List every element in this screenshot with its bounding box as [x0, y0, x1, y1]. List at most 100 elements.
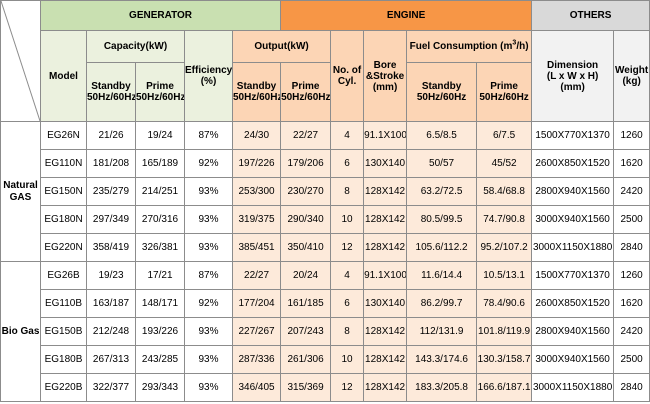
fuel-standby-cell: 86.2/99.7 — [406, 289, 478, 318]
standby-label: Standby — [236, 81, 277, 92]
fuel-standby-cell: 183.3/205.8 — [406, 373, 478, 402]
efficiency-header: Efficiency (%) — [184, 30, 233, 122]
prime-label: Prime — [291, 81, 320, 92]
weight-cell: 2840 — [613, 233, 650, 262]
efficiency-cell: 93% — [184, 345, 233, 374]
bore-header-line2: &Stroke — [365, 70, 405, 82]
weight-header-line2: (kg) — [622, 76, 641, 87]
efficiency-header-line1: Efficiency — [185, 65, 233, 76]
hz-label: 50Hz/60Hz — [416, 92, 467, 103]
capacity-standby-cell: 267/313 — [86, 345, 136, 374]
cylinders-header-line2: Cyl. — [337, 76, 357, 87]
output-prime-cell: 207/243 — [280, 317, 332, 346]
capacity-standby-cell: 181/208 — [86, 149, 136, 178]
generator-header: GENERATOR — [39, 0, 282, 31]
output-prime-cell: 315/369 — [280, 373, 332, 402]
hz-label: 50Hz/60Hz — [233, 92, 281, 103]
cylinders-cell: 6 — [330, 289, 365, 318]
fuel-prime-header: Prime 50Hz/60Hz — [476, 62, 533, 122]
table-row: EG180N 297/349 270/316 93% 319/375 290/3… — [1, 205, 650, 234]
model-cell: EG220N — [40, 233, 87, 262]
capacity-prime-cell: 243/285 — [135, 345, 185, 374]
prime-label: Prime — [490, 81, 518, 92]
capacity-prime-cell: 193/226 — [135, 317, 185, 346]
fuel-header-suffix: /h) — [516, 41, 529, 52]
bore-stroke-cell: 128X142 — [363, 345, 408, 374]
efficiency-cell: 87% — [184, 121, 233, 150]
others-header: OTHERS — [531, 0, 650, 31]
bore-stroke-header: Bore &Stroke (mm) — [363, 30, 408, 122]
engine-header: ENGINE — [280, 0, 533, 31]
capacity-prime-cell: 19/24 — [135, 121, 185, 150]
dimension-cell: 2800X940X1560 — [531, 177, 615, 206]
output-standby-cell: 287/336 — [231, 345, 282, 374]
model-cell: EG180N — [40, 205, 87, 234]
group-label-bio-gas: Bio Gas — [0, 261, 41, 402]
efficiency-cell: 93% — [184, 317, 233, 346]
capacity-prime-cell: 326/381 — [135, 233, 185, 262]
dimension-header-line2: (L x W x H) — [546, 70, 599, 82]
diagonal-line-icon — [1, 1, 40, 121]
cylinders-header: No. of Cyl. — [330, 30, 365, 122]
capacity-standby-cell: 21/26 — [86, 121, 136, 150]
output-standby-header: Standby 50Hz/60Hz — [231, 62, 282, 122]
efficiency-cell: 93% — [184, 177, 233, 206]
table-row: Bio Gas EG26B 19/23 17/21 87% 22/27 20/2… — [0, 261, 650, 402]
table-row: EG110N 181/208 165/189 92% 197/226 179/2… — [1, 149, 650, 178]
dimension-cell: 3000X940X1560 — [531, 345, 615, 374]
capacity-prime-cell: 270/316 — [135, 205, 185, 234]
weight-cell: 1260 — [613, 121, 650, 150]
weight-cell: 1620 — [613, 149, 650, 178]
dimension-cell: 1500X770X1370 — [531, 121, 615, 150]
weight-header-line1: Weight — [615, 65, 649, 76]
weight-cell: 2420 — [613, 177, 650, 206]
output-prime-cell: 350/410 — [280, 233, 332, 262]
cylinders-cell: 6 — [330, 149, 365, 178]
dimension-cell: 3000X940X1560 — [531, 205, 615, 234]
output-standby-cell: 24/30 — [231, 121, 282, 150]
output-standby-cell: 346/405 — [231, 373, 282, 402]
bore-header-line3: (mm) — [372, 81, 398, 93]
cylinders-cell: 4 — [330, 121, 365, 150]
fuel-standby-cell: 80.5/99.5 — [406, 205, 478, 234]
bore-stroke-cell: 128X142 — [363, 177, 408, 206]
fuel-prime-cell: 58.4/68.8 — [476, 177, 533, 206]
fuel-header-sup: 3 — [512, 39, 517, 47]
model-cell: EG110N — [40, 149, 87, 178]
efficiency-cell: 93% — [184, 233, 233, 262]
capacity-standby-cell: 235/279 — [86, 177, 136, 206]
hz-label: 50Hz/60Hz — [479, 92, 529, 103]
natural-gas-line2: GAS — [9, 191, 32, 203]
table-row: EG110B 163/187 148/171 92% 177/204 161/1… — [1, 289, 650, 318]
capacity-standby-header: Standby 50Hz/60Hz — [86, 62, 136, 122]
fuel-standby-header: Standby 50Hz/60Hz — [406, 62, 478, 122]
capacity-prime-cell: 165/189 — [135, 149, 185, 178]
bore-stroke-cell: 128X142 — [363, 233, 408, 262]
weight-cell: 2500 — [613, 205, 650, 234]
dimension-cell: 3000X1150X1880 — [531, 373, 615, 402]
corner-cell — [0, 0, 41, 122]
model-cell: EG220B — [40, 373, 87, 402]
model-cell: EG26B — [40, 261, 87, 290]
output-standby-cell: 22/27 — [231, 261, 282, 290]
weight-cell: 1260 — [613, 261, 650, 290]
capacity-prime-header: Prime 50Hz/60Hz — [135, 62, 185, 122]
weight-header: Weight (kg) — [613, 30, 650, 122]
capacity-prime-cell: 148/171 — [135, 289, 185, 318]
output-prime-cell: 22/27 — [280, 121, 332, 150]
capacity-standby-cell: 19/23 — [86, 261, 136, 290]
cylinders-cell: 4 — [330, 261, 365, 290]
output-standby-cell: 197/226 — [231, 149, 282, 178]
fuel-prime-cell: 45/52 — [476, 149, 533, 178]
efficiency-header-line2: (%) — [200, 76, 217, 87]
capacity-prime-cell: 293/343 — [135, 373, 185, 402]
output-header: Output(kW) — [231, 30, 332, 63]
bore-stroke-cell: 91.1X100 — [363, 121, 408, 150]
standby-label: Standby — [91, 81, 131, 92]
capacity-prime-cell: 214/251 — [135, 177, 185, 206]
cylinders-cell: 8 — [330, 177, 365, 206]
fuel-prime-cell: 78.4/90.6 — [476, 289, 533, 318]
header-row-sub: Standby 50Hz/60Hz Prime 50Hz/60Hz Standb… — [1, 62, 650, 122]
output-standby-cell: 253/300 — [231, 177, 282, 206]
model-header: Model — [40, 30, 87, 122]
